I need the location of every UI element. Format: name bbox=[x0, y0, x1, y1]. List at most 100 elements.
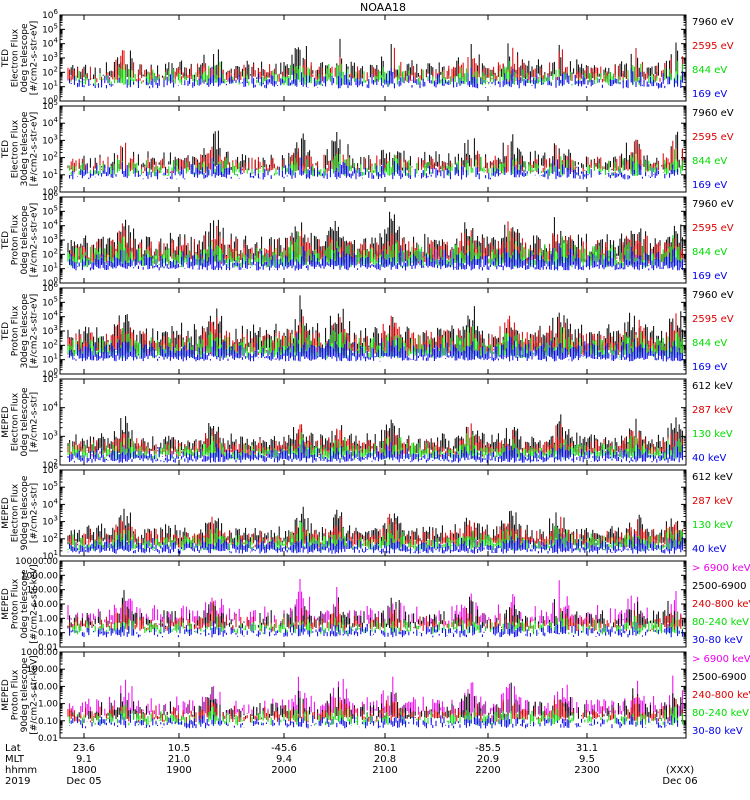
y-axis-label: MEPEDElectron Flux0deg telescope[#/cm2-s… bbox=[1, 387, 40, 457]
y-tick-label: 0.10 bbox=[38, 717, 58, 727]
y-tick-label: 105 bbox=[42, 204, 58, 217]
y-tick-label: 100.00 bbox=[27, 665, 59, 675]
y-tick-label: 102 bbox=[42, 338, 58, 351]
y-tick-label: 104 bbox=[42, 219, 58, 232]
y-axis-label: TEDProton Flux0deg telescope[#/cm2-s-str… bbox=[1, 203, 40, 278]
series-trace bbox=[67, 579, 682, 626]
y-axis-label: TEDProton Flux30deg telescope[#/cm2-s-st… bbox=[1, 293, 40, 368]
series-trace bbox=[67, 695, 683, 723]
legend-entry: 612 keV bbox=[692, 381, 733, 392]
series-trace bbox=[67, 211, 683, 262]
y-tick-label: 10.00 bbox=[32, 682, 58, 692]
y-axis-label: MEPEDProton Flux90deg telescope[#/cm2-s-… bbox=[1, 655, 40, 734]
y-tick-label: 106 bbox=[42, 8, 58, 21]
y-tick-label: 102 bbox=[42, 65, 58, 78]
footer-row-label: hhmm bbox=[5, 765, 37, 776]
footer-value: 20.9 bbox=[477, 754, 499, 765]
y-tick-label: 100 bbox=[42, 94, 58, 107]
y-tick-label: 103 bbox=[42, 133, 58, 146]
series-trace bbox=[67, 533, 683, 554]
panel-axes bbox=[59, 196, 687, 284]
y-axis-label: TEDElectron Flux0deg telescope[#/cm2-s-s… bbox=[1, 21, 40, 96]
y-tick-label: 106 bbox=[42, 281, 58, 294]
series-trace bbox=[69, 713, 679, 729]
y-tick-label: 106 bbox=[42, 463, 58, 476]
legend-entry: 240-800 keV bbox=[692, 599, 750, 610]
y-tick-label: 103 bbox=[42, 429, 58, 442]
legend-entry: 844 eV bbox=[692, 338, 727, 349]
footer-end-label: (XXX) bbox=[666, 765, 694, 776]
y-tick-label: 105 bbox=[42, 99, 58, 112]
y-tick-label: 101 bbox=[42, 353, 58, 366]
y-tick-label: 103 bbox=[42, 515, 58, 528]
y-tick-label: 106 bbox=[42, 190, 58, 203]
figure-title: NOAA18 bbox=[360, 1, 406, 14]
y-tick-label: 101 bbox=[42, 80, 58, 93]
legend-entry: 2595 eV bbox=[692, 132, 734, 143]
y-tick-label: 105 bbox=[42, 22, 58, 35]
series-trace bbox=[67, 333, 683, 362]
y-tick-label: 102 bbox=[42, 532, 58, 545]
y-tick-label: 100 bbox=[42, 367, 58, 380]
legend-entry: 2595 eV bbox=[692, 314, 734, 325]
series-trace bbox=[69, 66, 683, 89]
y-tick-label: 100 bbox=[42, 185, 58, 198]
legend-entry: 612 keV bbox=[692, 472, 733, 483]
series-trace bbox=[69, 149, 683, 177]
y-tick-label: 1.00 bbox=[38, 614, 58, 624]
footer-value: 2100 bbox=[372, 765, 397, 776]
footer-value: 9.4 bbox=[276, 754, 292, 765]
y-tick-label: 104 bbox=[42, 497, 58, 510]
series-trace bbox=[69, 157, 679, 180]
legend-entry: 844 eV bbox=[692, 156, 727, 167]
legend-entry: 130 keV bbox=[692, 429, 733, 440]
y-tick-label: 105 bbox=[42, 480, 58, 493]
y-tick-label: 101 bbox=[42, 168, 58, 181]
footer-end-label: Dec 06 bbox=[662, 776, 697, 787]
y-tick-label: 101 bbox=[42, 549, 58, 562]
footer-value: 23.6 bbox=[73, 743, 95, 754]
footer-value: 21.0 bbox=[168, 754, 190, 765]
legend-entry: 40 keV bbox=[692, 453, 726, 464]
y-axis-label: TEDElectron Flux30deg telescope[#/cm2-s-… bbox=[1, 111, 40, 186]
legend-entry: 7960 eV bbox=[692, 199, 734, 210]
legend-entry: 169 eV bbox=[692, 362, 727, 373]
footer-value: 9.5 bbox=[579, 754, 595, 765]
legend-entry: 287 keV bbox=[692, 496, 733, 507]
panel-axes bbox=[59, 378, 687, 466]
footer-value: 2200 bbox=[475, 765, 500, 776]
panel-axes bbox=[59, 105, 687, 193]
legend-entry: 844 eV bbox=[692, 65, 727, 76]
footer-value: 10.5 bbox=[168, 743, 190, 754]
legend-entry: 130 keV bbox=[692, 520, 733, 531]
y-tick-label: 100 bbox=[42, 276, 58, 289]
legend-entry: 169 eV bbox=[692, 89, 727, 100]
legend-entry: 169 eV bbox=[692, 180, 727, 191]
legend-entry: 7960 eV bbox=[692, 17, 734, 28]
legend-entry: 40 keV bbox=[692, 544, 726, 555]
footer-value: 80.1 bbox=[374, 743, 396, 754]
legend-entry: 287 keV bbox=[692, 405, 733, 416]
series-trace bbox=[72, 612, 683, 635]
legend-entry: 844 eV bbox=[692, 247, 727, 258]
y-tick-label: 102 bbox=[42, 458, 58, 471]
legend-entry: 2500-6900 bbox=[692, 581, 747, 592]
panel-axes bbox=[59, 14, 687, 102]
y-axis-label: MEPEDElectron Flux90deg telescope[#/cm2-… bbox=[1, 475, 40, 550]
panel-8: 0.01 0.10 1.00 10.00 100.00 1000.00MEPEDProto… bbox=[1, 648, 750, 744]
legend-entry: > 6900 keV bbox=[692, 654, 750, 665]
y-tick-label: 10000.00 bbox=[15, 557, 58, 567]
series-trace bbox=[69, 675, 683, 717]
legend-entry: 240-800 keV bbox=[692, 690, 750, 701]
legend-entry: 80-240 keV bbox=[692, 708, 749, 719]
footer-value: Dec 05 bbox=[66, 776, 101, 787]
series-trace bbox=[69, 621, 683, 638]
series-trace bbox=[67, 590, 683, 629]
footer-value: 1800 bbox=[71, 765, 96, 776]
y-tick-label: 101 bbox=[42, 262, 58, 275]
